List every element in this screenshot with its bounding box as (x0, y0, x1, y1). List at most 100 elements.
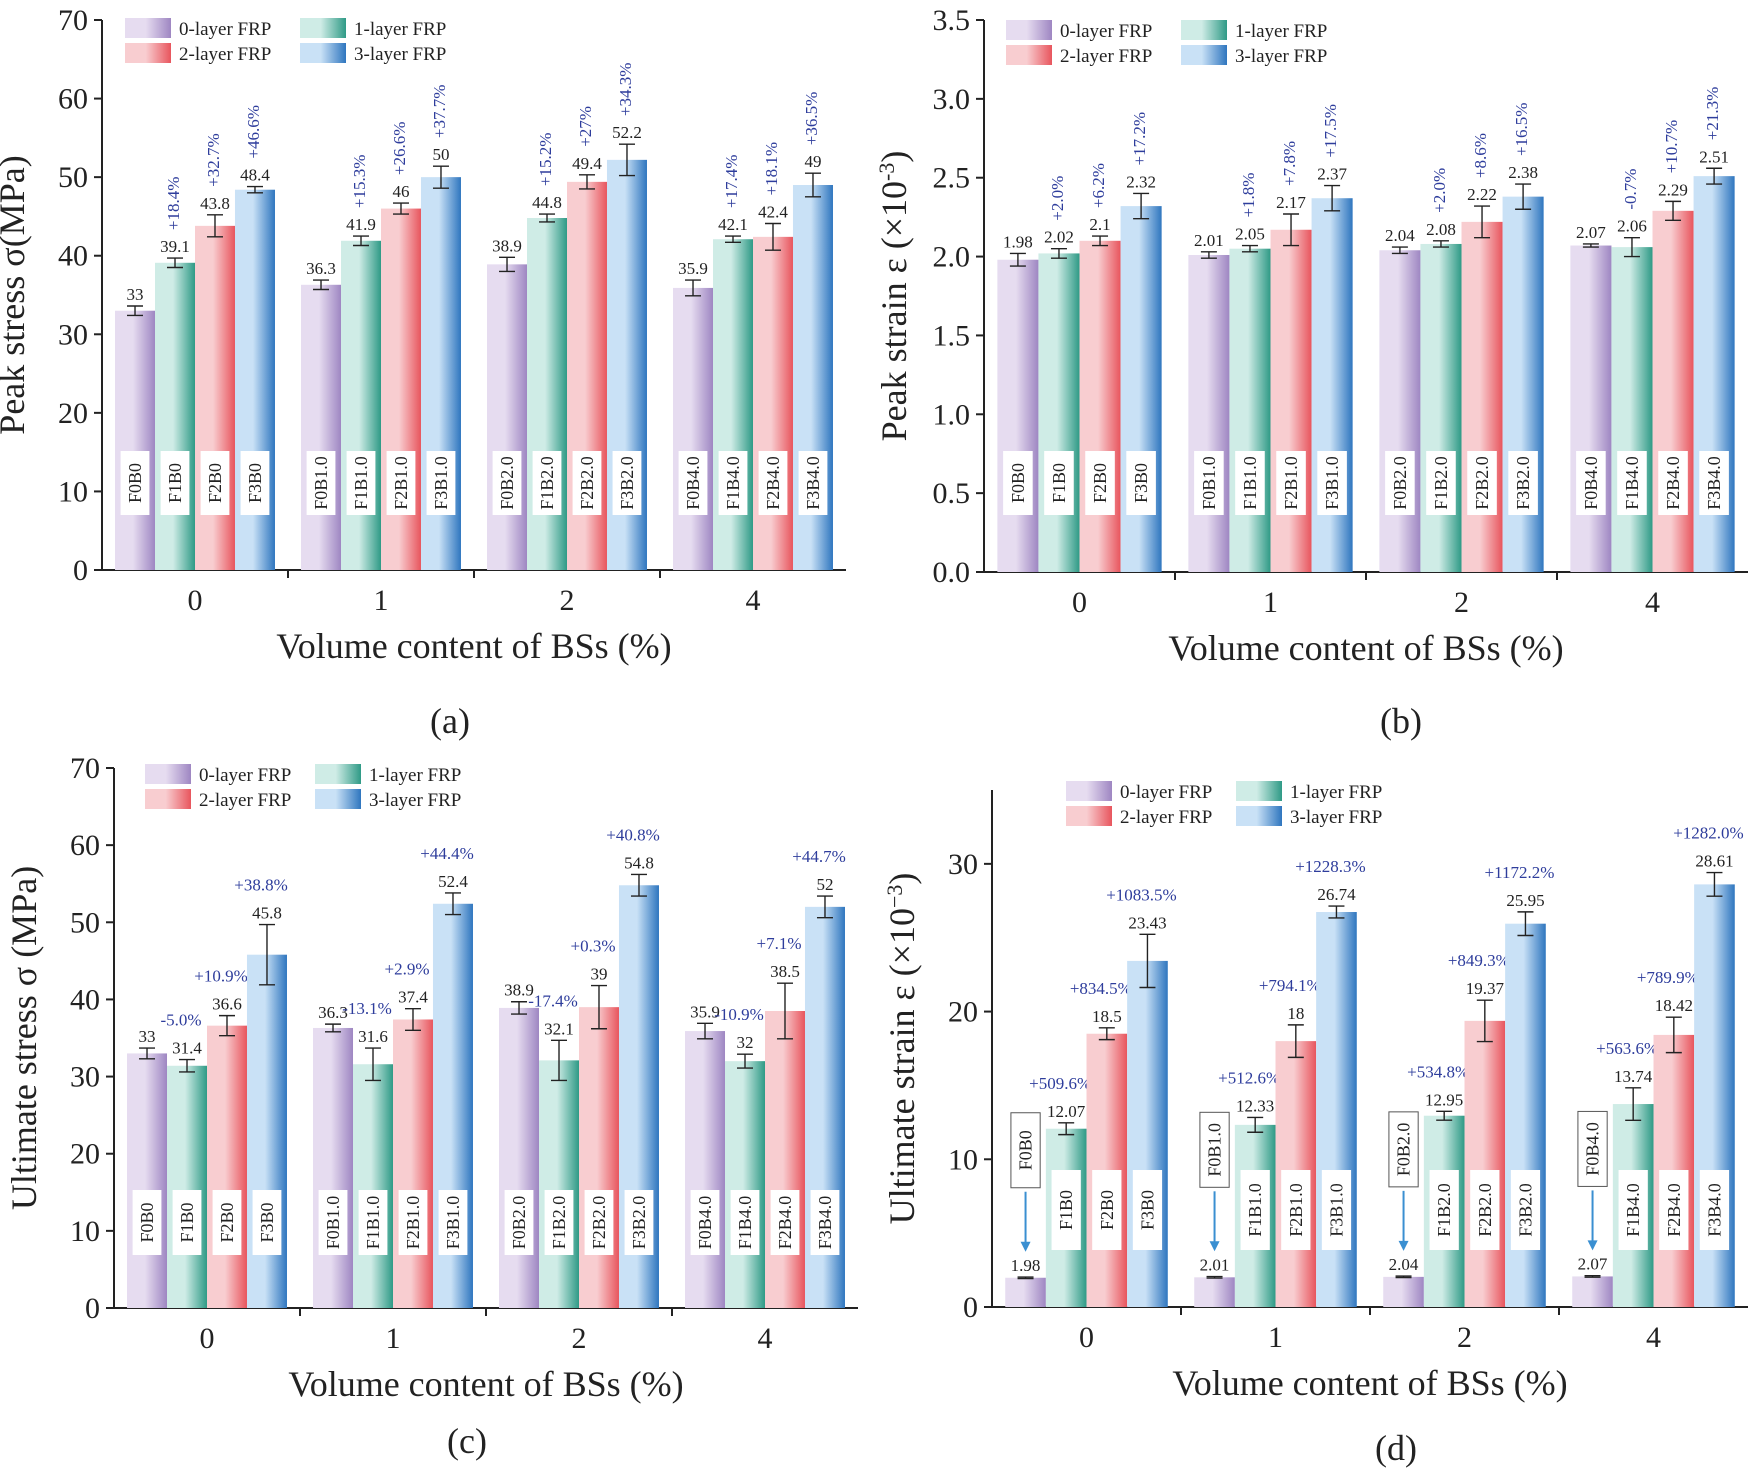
legend-label: 1-layer FRP (1290, 782, 1382, 803)
x-tick-label: 2 (560, 584, 575, 617)
bar-F3B2.0 (1502, 196, 1544, 572)
value-label: 39.1 (160, 237, 190, 256)
specimen-label: F0B1.0 (323, 1196, 343, 1250)
value-label: 38.9 (504, 981, 534, 1000)
legend-label: 1-layer FRP (354, 19, 446, 40)
specimen-label: F3B0 (1131, 463, 1151, 503)
percent-label: +563.6% (1596, 1039, 1658, 1058)
percent-label: +512.6% (1218, 1068, 1280, 1087)
specimen-label: F2B1.0 (1286, 1183, 1306, 1237)
percent-label: +21.3% (1703, 87, 1722, 141)
specimen-box (584, 1190, 614, 1255)
percent-label: +17.5% (1321, 104, 1340, 158)
percent-label: +7.8% (1280, 141, 1299, 186)
value-label: 2.01 (1200, 1256, 1230, 1275)
legend-swatch (1066, 781, 1112, 801)
bar-F0B2.0 (487, 264, 528, 570)
specimen-label: F0B0 (137, 1202, 157, 1242)
value-label: 2.05 (1235, 225, 1265, 244)
bar-F0B0 (997, 259, 1039, 572)
y-tick-label: 3.5 (933, 4, 971, 37)
legend-swatch (145, 764, 191, 784)
bar-F2B0 (1079, 240, 1121, 573)
percent-label: +44.7% (792, 847, 846, 866)
percent-label: +38.8% (234, 876, 288, 895)
specimen-box (1699, 1170, 1730, 1250)
legend-swatch (125, 43, 171, 63)
percent-label: +16.5% (1512, 103, 1531, 157)
legend: 0-layer FRP 1-layer FRP 2-layer FRP 3-layer… (1066, 781, 1382, 828)
specimen-box (1092, 1170, 1122, 1250)
value-label: 2.51 (1699, 147, 1729, 166)
y-tick-label: 50 (70, 906, 100, 939)
percent-label: +26.6% (390, 122, 409, 176)
x-tick-label: 2 (1457, 1321, 1472, 1354)
value-label: 28.61 (1695, 852, 1733, 871)
specimen-box (1010, 1112, 1041, 1189)
percent-label: +2.0% (1048, 176, 1067, 221)
specimen-label: F2B2.0 (1472, 456, 1492, 510)
value-label: 19.37 (1466, 979, 1505, 998)
specimen-label: F0B0 (1016, 1130, 1036, 1170)
bar-F0B0 (1005, 1277, 1046, 1307)
specimen-box (1577, 1110, 1608, 1187)
specimen-box (120, 451, 150, 515)
pointer-arrow-head (1020, 1241, 1031, 1252)
specimen-label: F3B2.0 (629, 1196, 649, 1250)
specimen-box (426, 451, 456, 515)
y-tick-label: 0 (85, 1292, 100, 1325)
bar-F2B1.0 (393, 1019, 433, 1308)
bar-F2B0 (207, 1025, 247, 1308)
specimen-label: F1B2.0 (549, 1196, 569, 1250)
value-label: 52.2 (612, 123, 642, 142)
y-tick-label: 10 (948, 1143, 978, 1176)
percent-label: +1172.2% (1485, 863, 1555, 882)
bar-F1B4.0 (725, 1061, 765, 1308)
legend-swatch (315, 764, 361, 784)
y-axis-title-end: ) (874, 151, 914, 163)
specimen-label: F2B4.0 (775, 1196, 795, 1250)
specimen-label: F2B0 (205, 463, 225, 503)
y-axis-title: Peak stress σ(MPa) (0, 155, 32, 434)
legend: 0-layer FRP 1-layer FRP 2-layer FRP 3-layer… (125, 18, 446, 65)
bar-F2B2.0 (1461, 221, 1503, 573)
value-label: 2.29 (1658, 180, 1688, 199)
legend-label: 3-layer FRP (369, 790, 461, 811)
value-label: 49 (804, 152, 821, 171)
percent-label: +2.9% (384, 960, 429, 979)
specimen-label: F3B1.0 (431, 456, 451, 510)
specimen-box (810, 1190, 840, 1255)
y-tick-label: 70 (70, 752, 100, 785)
value-label: 38.5 (770, 962, 800, 981)
percent-label: +34.3% (616, 63, 635, 117)
specimen-box (1699, 451, 1729, 515)
value-label: 12.07 (1047, 1102, 1086, 1121)
y-tick-label: 0 (73, 554, 88, 587)
specimen-label: F1B1.0 (1240, 456, 1260, 510)
percent-label: +789.9% (1637, 968, 1699, 987)
value-label: 2.08 (1426, 220, 1456, 239)
specimen-box (572, 451, 602, 515)
y-tick-label: 0.5 (933, 477, 971, 510)
percent-label: +834.5% (1070, 979, 1132, 998)
specimen-box (532, 451, 562, 515)
x-tick-label: 4 (1645, 586, 1660, 619)
bar-F0B0 (115, 310, 156, 570)
specimen-label: F2B4.0 (1664, 1183, 1684, 1237)
specimen-box (438, 1190, 468, 1255)
legend-label: 0-layer FRP (1060, 21, 1152, 42)
bar-F1B1.0 (341, 240, 381, 571)
bar-F2B4.0 (1652, 210, 1694, 572)
specimen-label: F2B0 (217, 1202, 237, 1242)
y-tick-label: 0 (963, 1291, 978, 1324)
value-label: 36.6 (212, 995, 242, 1014)
y-tick-label: 2.5 (933, 162, 971, 195)
percent-label: +10.7% (1662, 120, 1681, 174)
x-tick-label: 0 (1079, 1321, 1094, 1354)
specimen-label: F1B4.0 (1622, 456, 1642, 510)
specimen-label: F1B2.0 (1431, 456, 1451, 510)
value-label: 23.43 (1128, 913, 1166, 932)
specimen-box (544, 1190, 574, 1255)
specimen-label: F3B4.0 (1704, 1183, 1724, 1237)
percent-label: +40.8% (606, 825, 660, 844)
